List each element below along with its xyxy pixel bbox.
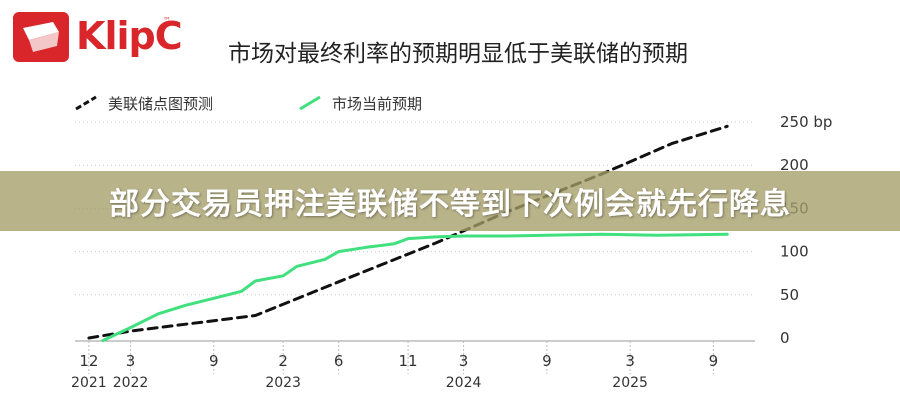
headline-text: 部分交易员押注美联储不等到下次例会就先行降息: [109, 187, 791, 222]
x-tick-label-5: 11: [399, 352, 418, 370]
brand-trademark: ™: [163, 16, 171, 25]
legend-solid-icon: [299, 95, 321, 111]
klipc-logo-icon: [13, 12, 69, 62]
x-tick-label-0: 12: [79, 352, 98, 370]
chart-title: 市场对最终利率的预期明显低于美联储的预期: [228, 41, 688, 67]
x-tick-label-6: 3: [459, 352, 469, 370]
y-tick-label-250: 250 bp: [780, 113, 832, 131]
series-line-fed-dotplot: [87, 124, 729, 340]
y-tick-label-50: 50: [780, 286, 799, 304]
series-line-market: [101, 232, 729, 343]
year-label-2021: 2021: [71, 375, 107, 391]
brand-name: KlipC: [76, 14, 183, 58]
legend-label-market: 市场当前预期: [332, 95, 423, 113]
year-label-2023: 2023: [265, 375, 301, 391]
headline-banner: 部分交易员押注美联储不等到下次例会就先行降息: [0, 171, 900, 231]
x-tick-label-8: 3: [625, 352, 635, 370]
logo-mark-icon: [23, 22, 59, 52]
year-label-2024: 2024: [446, 375, 482, 391]
year-label-2022: 2022: [113, 375, 149, 391]
x-tick-label-3: 2: [278, 352, 288, 370]
legend-dashed-icon: [75, 95, 97, 111]
y-tick-label-100: 100: [780, 243, 809, 261]
x-tick-label-1: 3: [126, 352, 136, 370]
y-tick-label-0: 0: [780, 329, 790, 347]
year-label-2025: 2025: [612, 375, 648, 391]
x-tick-label-7: 9: [542, 352, 552, 370]
x-tick-label-2: 9: [209, 352, 219, 370]
legend-label-fed-dotplot: 美联储点图预测: [108, 95, 214, 113]
x-tick-label-4: 6: [334, 352, 344, 370]
x-tick-label-9: 9: [709, 352, 719, 370]
